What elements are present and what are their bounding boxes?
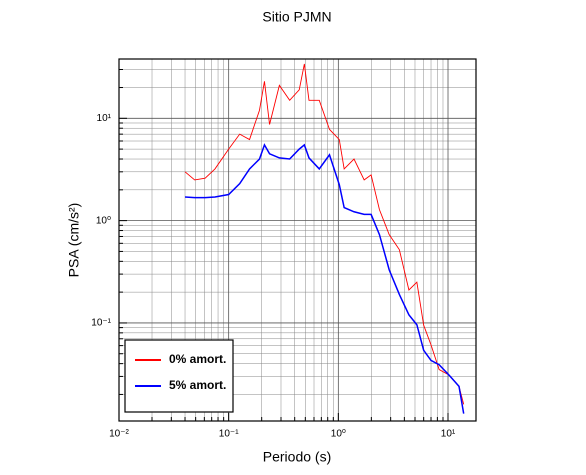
legend-box	[124, 339, 234, 413]
legend-label: 5% amort.	[169, 378, 226, 392]
series-line	[184, 63, 465, 405]
x-tick-label: 10⁻²	[109, 429, 129, 440]
legend-label: 0% amort.	[169, 352, 226, 366]
x-tick-label: 10⁰	[331, 429, 346, 440]
x-tick-label: 10⁻¹	[219, 429, 239, 440]
y-tick-label: 10¹	[97, 113, 112, 124]
chart-title: Sitio PJMN	[262, 9, 331, 25]
y-axis-label: PSA (cm/s²)	[66, 203, 82, 278]
plot-frame	[118, 58, 477, 422]
x-tick-label: 10¹	[441, 429, 456, 440]
y-tick-label: 10⁰	[96, 215, 111, 226]
x-axis-label: Periodo (s)	[263, 449, 331, 465]
series-line	[184, 143, 465, 414]
y-tick-label: 10⁻¹	[91, 318, 111, 329]
